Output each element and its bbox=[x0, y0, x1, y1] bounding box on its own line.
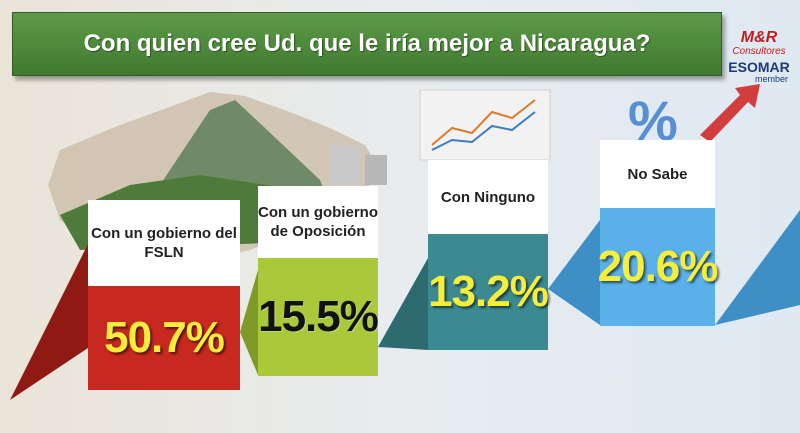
logo-text-member: member bbox=[754, 74, 788, 84]
bar-value-fsln: 50.7% bbox=[88, 286, 240, 390]
bar-fsln: Con un gobierno del FSLN 50.7% bbox=[88, 200, 240, 390]
red-arrow-decoration bbox=[700, 84, 760, 142]
bar-value-oposicion: 15.5% bbox=[258, 258, 379, 376]
bar-label-nosabe: No Sabe bbox=[600, 140, 715, 208]
bar-value-ninguno: 13.2% bbox=[428, 234, 549, 350]
bar-value-nosabe: 20.6% bbox=[598, 208, 718, 326]
building-shape bbox=[330, 145, 360, 185]
bar-label-ninguno: Con Ninguno bbox=[428, 160, 548, 234]
bar-label-fsln: Con un gobierno del FSLN bbox=[88, 200, 240, 286]
bar-nosabe: No Sabe 20.6% bbox=[598, 140, 718, 326]
bar-oposicion: Con un gobierno de Oposición 15.5% bbox=[258, 186, 379, 376]
logo-text-esomar: ESOMAR bbox=[728, 59, 790, 75]
logo-text-mr: M&R bbox=[740, 29, 778, 46]
graph-screen-shape bbox=[419, 89, 551, 161]
title-banner: Con quien cree Ud. que le iría mejor a N… bbox=[12, 12, 722, 76]
chart-title: Con quien cree Ud. que le iría mejor a N… bbox=[83, 30, 651, 57]
bar-label-oposicion: Con un gobierno de Oposición bbox=[258, 186, 378, 258]
mr-consultores-logo: M&R Consultores ESOMAR member bbox=[726, 6, 792, 98]
bar-ninguno: Con Ninguno 13.2% bbox=[428, 160, 549, 350]
logo-text-consultores: Consultores bbox=[732, 46, 786, 57]
